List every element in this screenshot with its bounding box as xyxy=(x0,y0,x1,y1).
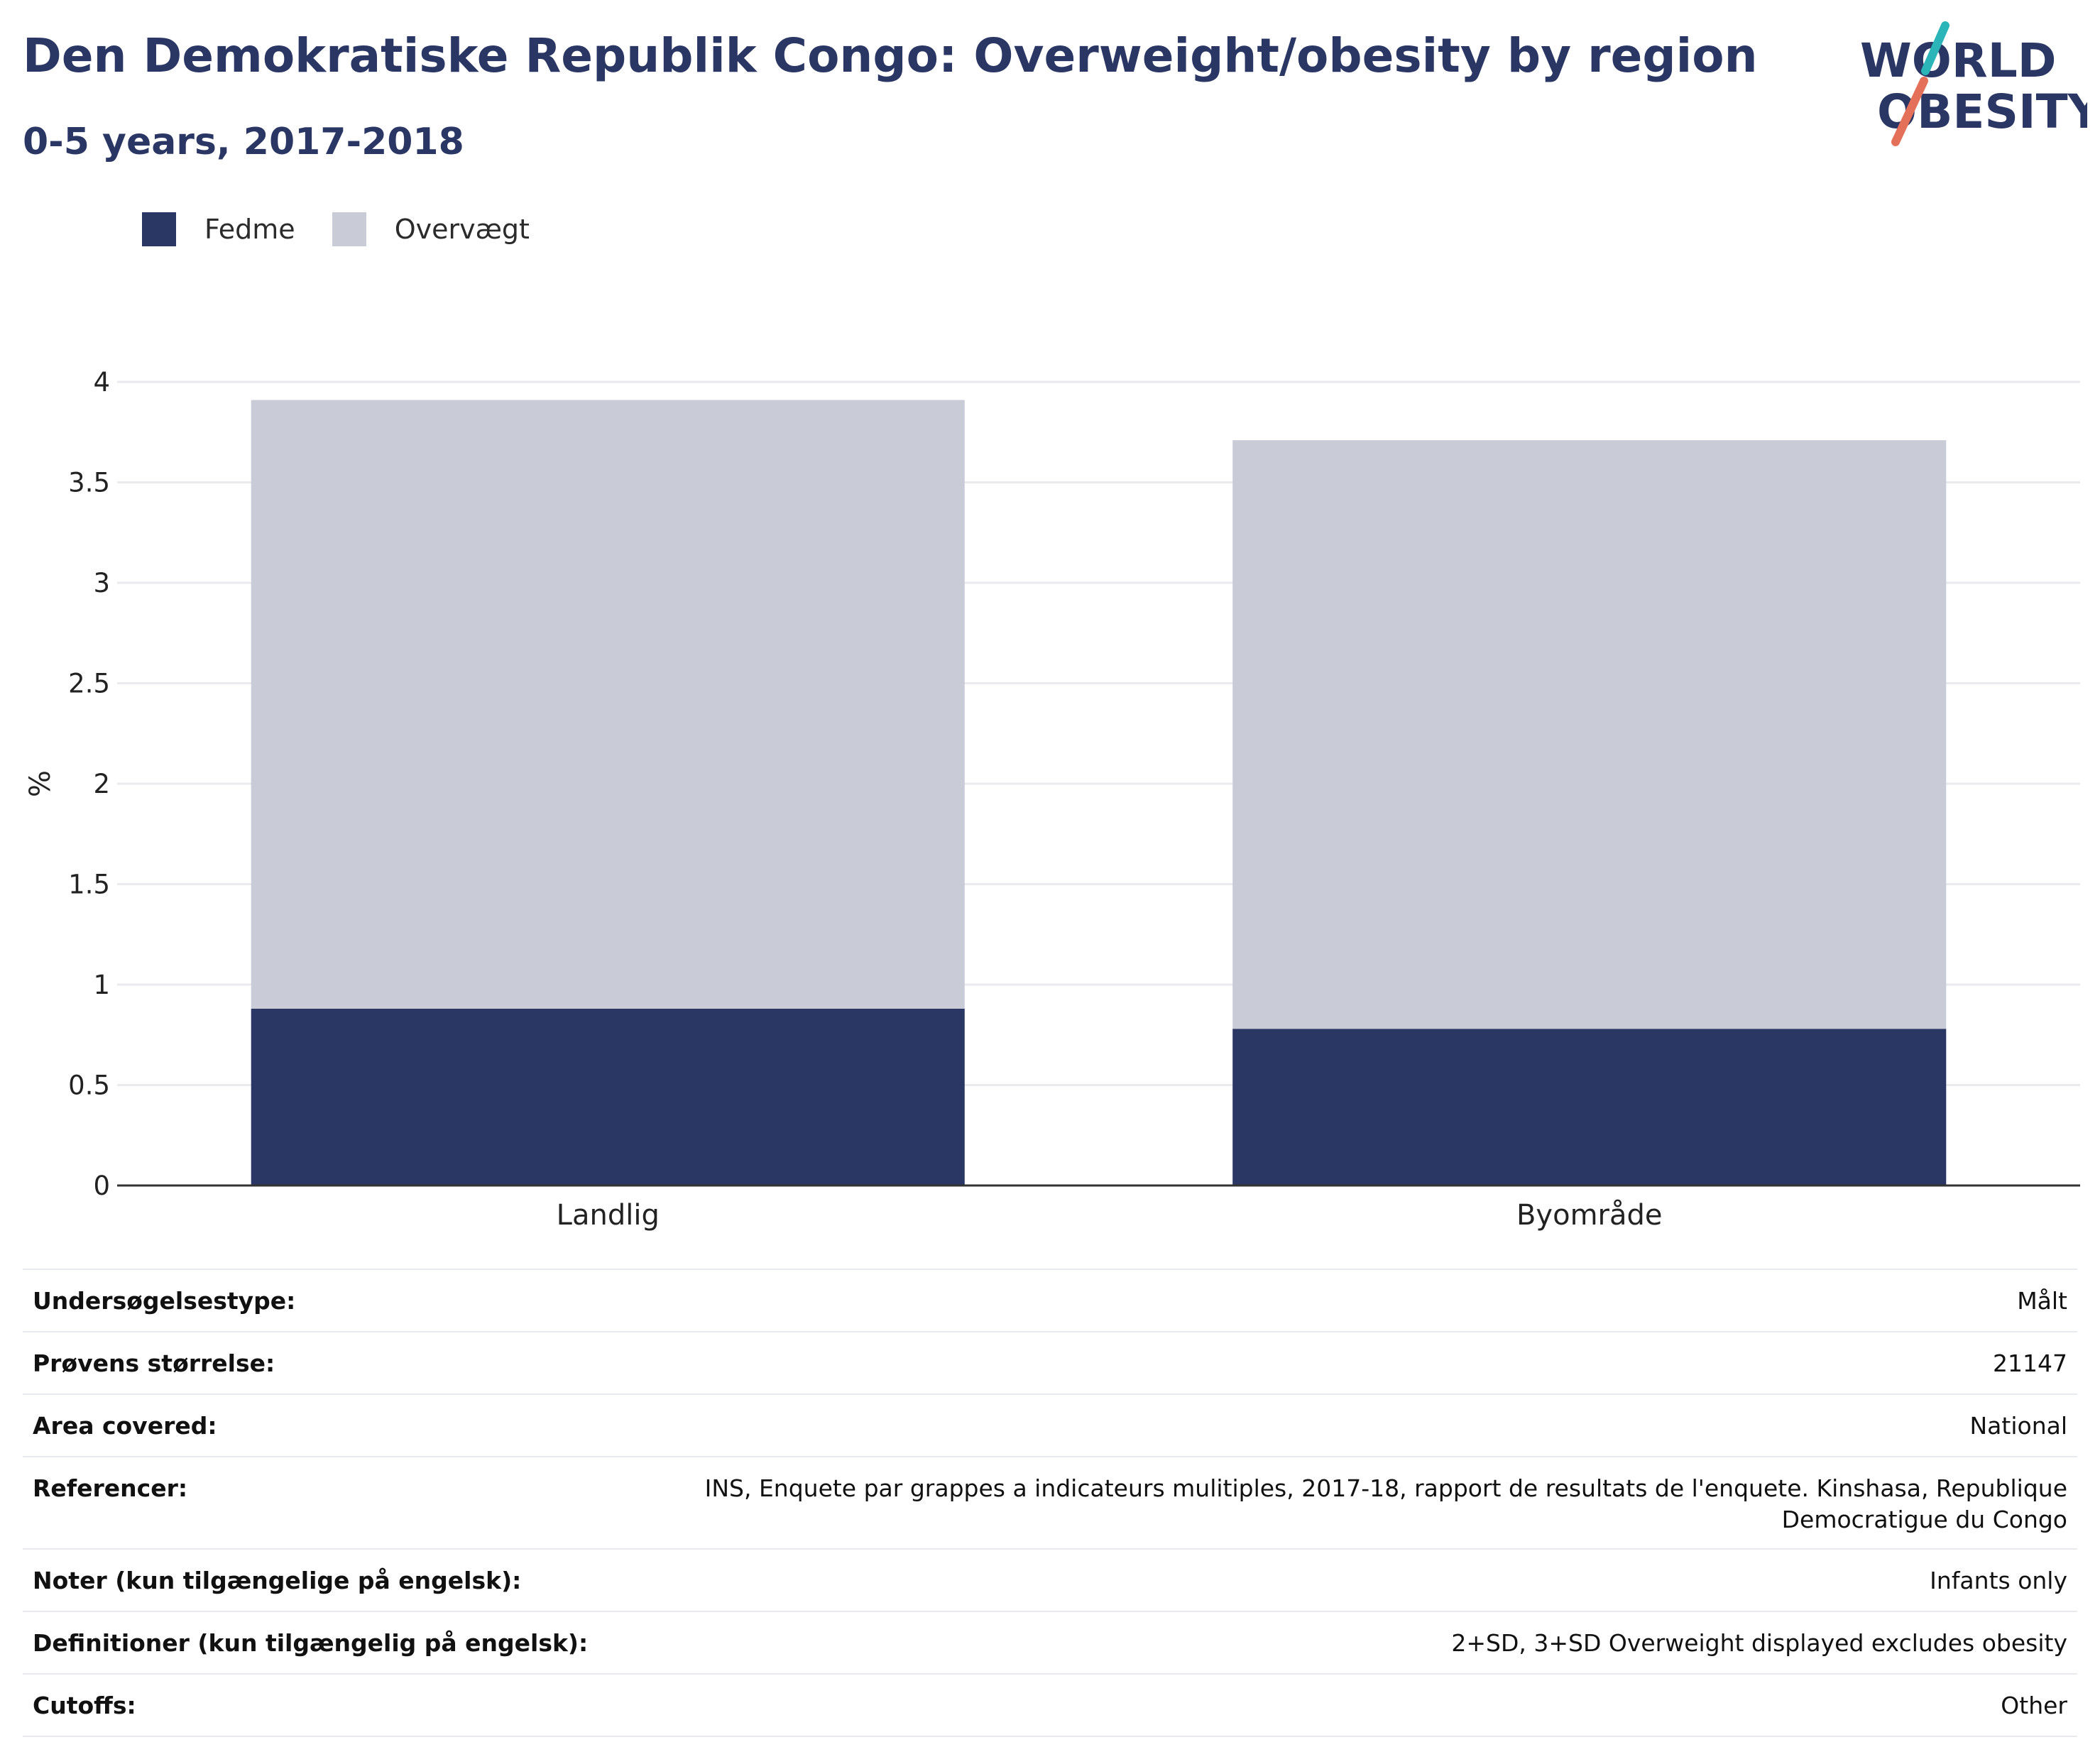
info-label: Noter (kun tilgængelige på engelsk): xyxy=(33,1567,522,1594)
info-row-notes: Noter (kun tilgængelige på engelsk): Inf… xyxy=(23,1549,2077,1611)
info-row-survey-type: Undersøgelsestype: Målt xyxy=(23,1269,2077,1332)
y-tick-label: 1 xyxy=(93,970,110,1000)
y-tick-label: 0 xyxy=(93,1171,110,1201)
y-tick-label: 2 xyxy=(93,769,110,799)
info-label: Area covered: xyxy=(33,1412,217,1440)
bar-overvaegt xyxy=(1232,440,1947,1029)
chart-subtitle: 0-5 years, 2017-2018 xyxy=(23,121,464,163)
x-tick-label: Byområde xyxy=(1516,1199,1663,1232)
info-row-references: Referencer: INS, Enquete par grappes a i… xyxy=(23,1457,2077,1549)
x-tick-label: Landlig xyxy=(557,1199,660,1232)
y-tick-label: 3 xyxy=(93,568,110,598)
logo-line-1: WORLD xyxy=(1860,33,2057,88)
info-row-sample-size: Prøvens størrelse: 21147 xyxy=(23,1332,2077,1394)
info-row-definitions: Definitioner (kun tilgængelig på engelsk… xyxy=(23,1611,2077,1674)
info-value: Målt xyxy=(2017,1287,2067,1315)
legend-swatch-fedme xyxy=(142,212,176,246)
info-value: 21147 xyxy=(1993,1349,2067,1377)
info-value: INS, Enquete par grappes a indicateurs m… xyxy=(704,1474,2067,1533)
info-value: Other xyxy=(2001,1692,2067,1719)
y-tick-label: 1.5 xyxy=(68,870,110,900)
legend-label-overvaegt: Overvægt xyxy=(394,214,530,245)
world-obesity-logo: WORLD OBESITY xyxy=(1860,21,2087,146)
info-value: 2+SD, 3+SD Overweight displayed excludes… xyxy=(1451,1629,2067,1657)
logo-slash-teal xyxy=(1921,21,1949,75)
bar-fedme xyxy=(1232,1029,1947,1185)
chart-title: Den Demokratiske Republik Congo: Overwei… xyxy=(23,28,1758,83)
stacked-bar-chart: 0 0.5 1 1.5 2 2.5 3 3.5 4% Landlig Byområde xyxy=(24,367,2080,1232)
info-label: Undersøgelsestype: xyxy=(33,1287,296,1315)
info-label: Cutoffs: xyxy=(33,1692,136,1719)
y-tick-label: 0.5 xyxy=(68,1070,110,1101)
logo-slash-coral xyxy=(1891,77,1928,146)
y-axis-label: % xyxy=(24,770,57,797)
legend-item-fedme[interactable]: Fedme xyxy=(142,212,295,246)
legend-swatch-overvaegt xyxy=(332,212,366,246)
info-label: Prøvens størrelse: xyxy=(33,1349,275,1377)
info-value: National xyxy=(1969,1412,2067,1440)
y-tick-label: 3.5 xyxy=(68,468,110,498)
info-value: Infants only xyxy=(1930,1567,2067,1594)
info-row-area-covered: Area covered: National xyxy=(23,1394,2077,1457)
info-label: Definitioner (kun tilgængelig på engelsk… xyxy=(33,1629,589,1657)
survey-info-table: Undersøgelsestype: Målt Prøvens størrels… xyxy=(23,1269,2077,1737)
chart-legend: Fedme Overvægt xyxy=(142,210,567,248)
legend-label-fedme: Fedme xyxy=(204,214,295,245)
info-label: Referencer: xyxy=(33,1474,188,1502)
legend-item-overvaegt[interactable]: Overvægt xyxy=(332,212,530,246)
info-row-cutoffs: Cutoffs: Other xyxy=(23,1674,2077,1736)
bar-fedme xyxy=(251,1008,965,1185)
y-tick-label: 2.5 xyxy=(68,669,110,699)
bar-overvaegt xyxy=(251,400,965,1009)
y-tick-label: 4 xyxy=(93,367,110,398)
